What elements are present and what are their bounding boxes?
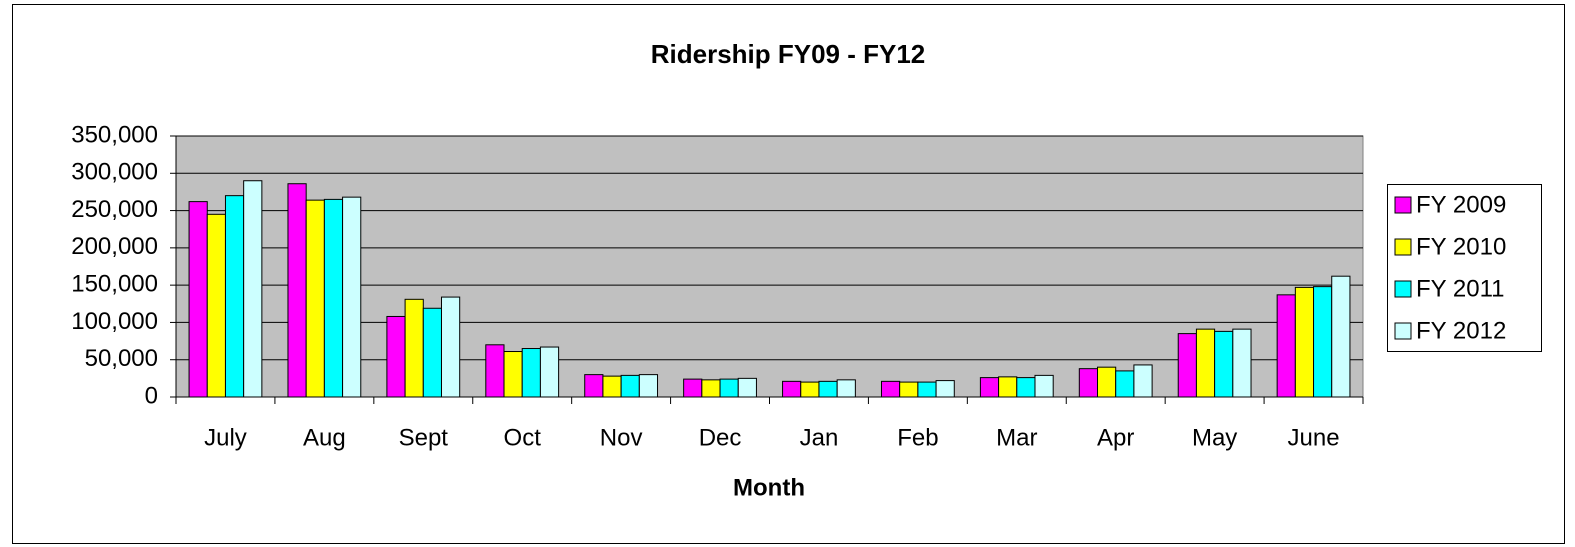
bar bbox=[243, 180, 263, 398]
y-tick-label: 0 bbox=[145, 382, 158, 409]
bar bbox=[1232, 328, 1252, 398]
bar bbox=[836, 379, 856, 398]
bar bbox=[224, 195, 245, 398]
bar bbox=[737, 377, 757, 398]
chart-title: Ridership FY09 - FY12 bbox=[651, 39, 926, 69]
x-tick-label: Jan bbox=[800, 424, 839, 451]
bar bbox=[1313, 286, 1333, 398]
bar bbox=[1115, 370, 1135, 398]
x-tick-label: May bbox=[1192, 424, 1237, 451]
legend-swatch bbox=[1394, 238, 1412, 256]
legend-label: FY 2010 bbox=[1416, 233, 1506, 260]
bar bbox=[1331, 275, 1351, 398]
x-tick-label: Aug bbox=[303, 424, 346, 451]
x-tick-label: Feb bbox=[897, 424, 938, 451]
bar bbox=[1078, 368, 1099, 398]
bar bbox=[917, 381, 937, 398]
legend-swatch bbox=[1394, 280, 1412, 298]
legend-label: FY 2009 bbox=[1416, 191, 1506, 218]
y-tick-label: 300,000 bbox=[71, 159, 158, 186]
legend-label: FY 2012 bbox=[1416, 317, 1506, 344]
y-tick-label: 200,000 bbox=[71, 233, 158, 260]
bar bbox=[1133, 364, 1153, 398]
bar bbox=[1097, 366, 1117, 398]
bar bbox=[1177, 333, 1197, 398]
x-tick-label: Oct bbox=[504, 424, 542, 451]
x-tick-label: Nov bbox=[600, 424, 643, 451]
bar bbox=[719, 378, 739, 398]
y-tick-label: 250,000 bbox=[71, 196, 158, 223]
legend-swatch bbox=[1394, 196, 1412, 214]
legend-label: FY 2011 bbox=[1416, 275, 1505, 302]
bar bbox=[386, 315, 406, 398]
bar bbox=[305, 199, 325, 398]
bar bbox=[979, 377, 1000, 398]
y-tick-label: 350,000 bbox=[71, 121, 158, 148]
bar bbox=[800, 381, 820, 398]
bar bbox=[206, 213, 226, 398]
bar bbox=[503, 351, 523, 398]
bar bbox=[1294, 286, 1315, 398]
bar bbox=[935, 380, 955, 398]
plot-area bbox=[175, 135, 1364, 398]
bar bbox=[440, 296, 461, 398]
bar bbox=[1016, 377, 1036, 398]
x-tick-label: Mar bbox=[996, 424, 1037, 451]
bar bbox=[422, 307, 442, 398]
y-tick-label: 150,000 bbox=[71, 270, 158, 297]
legend-box bbox=[1387, 184, 1542, 352]
bar bbox=[521, 348, 541, 398]
bar bbox=[998, 376, 1018, 398]
x-tick-label: Apr bbox=[1097, 424, 1134, 451]
x-axis-title: Month bbox=[733, 474, 805, 501]
x-tick-label: Sept bbox=[399, 424, 449, 451]
bar bbox=[342, 196, 362, 398]
bar bbox=[1276, 294, 1296, 398]
bar bbox=[584, 374, 604, 398]
bar bbox=[818, 380, 838, 398]
bar bbox=[880, 380, 901, 398]
bar bbox=[683, 378, 703, 398]
bar bbox=[539, 346, 560, 398]
bar bbox=[782, 380, 802, 398]
x-tick-label: July bbox=[204, 424, 247, 451]
y-tick-label: 50,000 bbox=[85, 345, 158, 372]
bar bbox=[287, 183, 307, 398]
x-tick-label: Dec bbox=[699, 424, 742, 451]
bar bbox=[1214, 330, 1234, 398]
bar bbox=[404, 298, 424, 398]
legend-swatch bbox=[1394, 322, 1412, 340]
bar bbox=[701, 379, 721, 398]
bar bbox=[1195, 328, 1216, 398]
bar bbox=[638, 374, 659, 398]
bar bbox=[1034, 374, 1054, 398]
bar bbox=[485, 344, 505, 398]
bar bbox=[620, 374, 640, 398]
x-tick-label: June bbox=[1288, 424, 1340, 451]
bar bbox=[602, 375, 622, 398]
bar bbox=[188, 201, 208, 398]
y-tick-label: 100,000 bbox=[71, 308, 158, 335]
bar bbox=[323, 198, 344, 398]
bar bbox=[899, 381, 919, 398]
